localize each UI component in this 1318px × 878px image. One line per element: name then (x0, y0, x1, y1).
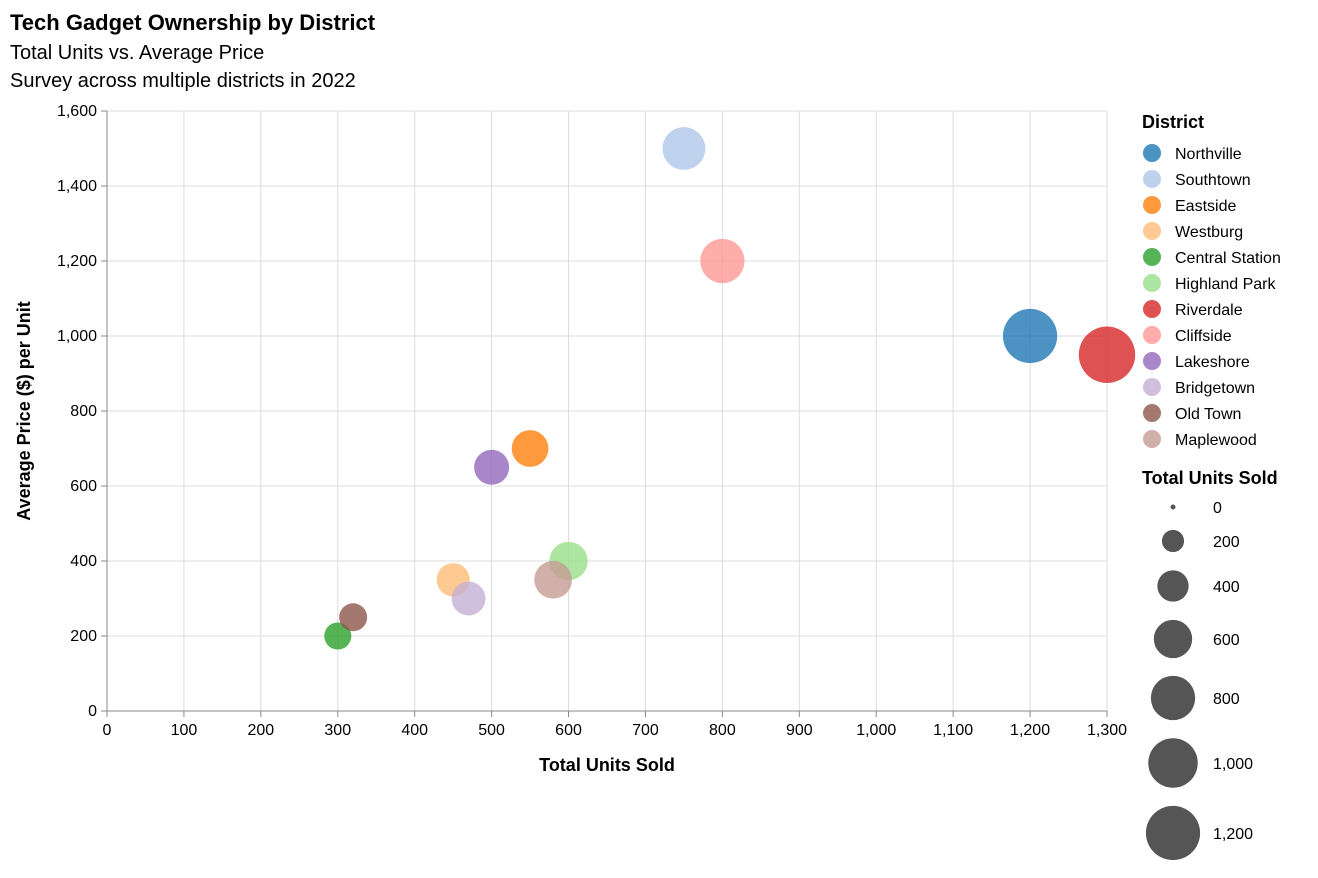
y-tick-label: 400 (70, 553, 97, 570)
x-tick-label: 600 (555, 722, 582, 739)
y-tick-label: 800 (70, 403, 97, 420)
chart-title: Tech Gadget Ownership by District (10, 10, 376, 35)
x-tick-label: 0 (103, 722, 112, 739)
legend-label-westburg: Westburg (1175, 224, 1243, 241)
point-southtown (662, 127, 706, 170)
legend-label-northville: Northville (1175, 146, 1242, 163)
x-tick-label: 1,100 (933, 722, 973, 739)
y-tick-label: 1,000 (57, 328, 97, 345)
legend-swatch-riverdale (1143, 300, 1161, 318)
x-tick-label: 1,000 (856, 722, 896, 739)
y-axis-title: Average Price ($) per Unit (14, 301, 34, 520)
point-bridgetown (451, 581, 486, 616)
grid-lines (106, 110, 1108, 712)
size-legend-label: 800 (1213, 691, 1240, 708)
x-tick-label: 800 (709, 722, 736, 739)
legend-swatch-eastside (1143, 196, 1161, 214)
size-legend-circle (1161, 529, 1185, 553)
y-tick-label: 0 (88, 703, 97, 720)
point-old-town (339, 603, 368, 632)
size-legend-circle (1148, 738, 1198, 788)
size-legend-title: Total Units Sold (1142, 468, 1278, 488)
legend-swatch-bridgetown (1143, 378, 1161, 396)
legend-label-cliffside: Cliffside (1175, 328, 1232, 345)
legend-swatch-northville (1143, 144, 1161, 162)
legend-swatch-southtown (1143, 170, 1161, 188)
x-tick-label: 100 (171, 722, 198, 739)
x-axis-ticks: 0 100 200 300 400 500 600 700 800 900 1,000 1,100 1,… (103, 711, 1127, 739)
legend-swatch-maplewood (1143, 430, 1161, 448)
legend-label-lakeshore: Lakeshore (1175, 354, 1250, 371)
point-eastside (511, 430, 549, 467)
point-lakeshore (474, 449, 510, 485)
size-legend: Total Units Sold 0 200 400 600 800 1,000 1,200 (1142, 468, 1278, 861)
point-central-station (324, 622, 352, 650)
legend-swatch-lakeshore (1143, 352, 1161, 370)
size-legend-label: 200 (1213, 534, 1240, 551)
y-tick-label: 200 (70, 628, 97, 645)
data-points (324, 127, 1136, 650)
legend-swatch-old-town (1143, 404, 1161, 422)
size-legend-label: 0 (1213, 500, 1222, 517)
x-axis-title: Total Units Sold (539, 755, 675, 775)
x-tick-label: 1,300 (1087, 722, 1127, 739)
legend-label-highland-park: Highland Park (1175, 276, 1277, 293)
size-legend-label: 600 (1213, 632, 1240, 649)
size-legend-circle (1170, 504, 1176, 510)
size-legend-label: 400 (1213, 579, 1240, 596)
legend-label-old-town: Old Town (1175, 406, 1241, 423)
size-legend-circle (1153, 619, 1193, 659)
point-maplewood (534, 560, 572, 599)
x-tick-label: 900 (786, 722, 813, 739)
size-legend-circle (1157, 570, 1189, 602)
legend-label-maplewood: Maplewood (1175, 432, 1257, 449)
point-northville (1002, 308, 1058, 364)
x-tick-label: 500 (478, 722, 505, 739)
chart-subtitle-line-2: Survey across multiple districts in 2022 (10, 70, 356, 92)
size-legend-label: 1,200 (1213, 826, 1253, 843)
chart-subtitle-line-1: Total Units vs. Average Price (10, 42, 264, 64)
color-legend: District Northville Southtown Eastside West… (1142, 112, 1281, 449)
x-tick-label: 200 (247, 722, 274, 739)
legend-swatch-central-station (1143, 248, 1161, 266)
x-tick-label: 400 (401, 722, 428, 739)
legend-label-eastside: Eastside (1175, 198, 1236, 215)
x-tick-label: 1,200 (1010, 722, 1050, 739)
legend-label-central-station: Central Station (1175, 250, 1281, 267)
legend-swatch-westburg (1143, 222, 1161, 240)
legend-swatch-cliffside (1143, 326, 1161, 344)
x-tick-label: 700 (632, 722, 659, 739)
legend-swatch-highland-park (1143, 274, 1161, 292)
legend-label-bridgetown: Bridgetown (1175, 380, 1255, 397)
size-legend-label: 1,000 (1213, 756, 1253, 773)
color-legend-title: District (1142, 112, 1204, 132)
y-axis-ticks: 0 200 400 600 800 1,000 1,200 1,400 1,600 (57, 103, 107, 720)
x-tick-label: 300 (324, 722, 351, 739)
y-tick-label: 600 (70, 478, 97, 495)
legend-label-southtown: Southtown (1175, 172, 1251, 189)
size-legend-circle (1145, 805, 1201, 861)
point-riverdale (1078, 326, 1136, 383)
point-cliffside (700, 238, 745, 284)
y-tick-label: 1,600 (57, 103, 97, 120)
y-tick-label: 1,400 (57, 178, 97, 195)
size-legend-circle (1150, 675, 1196, 721)
legend-label-riverdale: Riverdale (1175, 302, 1243, 319)
y-tick-label: 1,200 (57, 253, 97, 270)
